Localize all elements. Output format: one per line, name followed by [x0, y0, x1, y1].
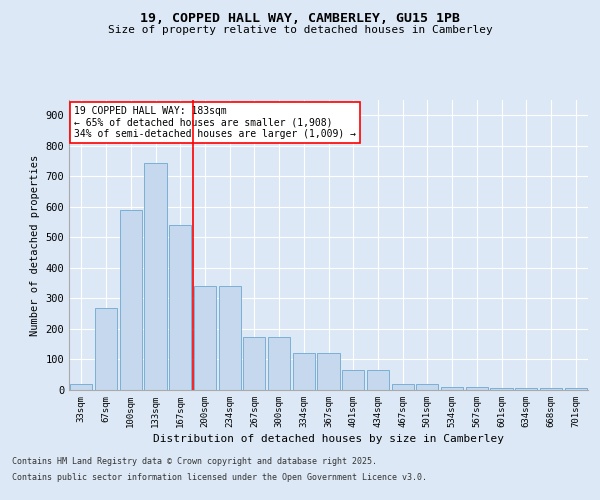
Bar — [490, 388, 512, 390]
Bar — [95, 308, 117, 390]
Bar — [392, 384, 414, 390]
Bar — [119, 210, 142, 390]
Bar — [367, 370, 389, 390]
Bar — [70, 384, 92, 390]
Bar — [243, 336, 265, 390]
Bar — [416, 384, 439, 390]
Bar — [218, 286, 241, 390]
Bar — [540, 388, 562, 390]
Bar — [565, 388, 587, 390]
Text: Size of property relative to detached houses in Camberley: Size of property relative to detached ho… — [107, 25, 493, 35]
X-axis label: Distribution of detached houses by size in Camberley: Distribution of detached houses by size … — [153, 434, 504, 444]
Bar — [317, 354, 340, 390]
Text: Contains HM Land Registry data © Crown copyright and database right 2025.: Contains HM Land Registry data © Crown c… — [12, 458, 377, 466]
Text: 19 COPPED HALL WAY: 183sqm
← 65% of detached houses are smaller (1,908)
34% of s: 19 COPPED HALL WAY: 183sqm ← 65% of deta… — [74, 106, 356, 139]
Bar — [515, 388, 538, 390]
Y-axis label: Number of detached properties: Number of detached properties — [30, 154, 40, 336]
Bar — [293, 354, 315, 390]
Text: 19, COPPED HALL WAY, CAMBERLEY, GU15 1PB: 19, COPPED HALL WAY, CAMBERLEY, GU15 1PB — [140, 12, 460, 26]
Bar — [145, 162, 167, 390]
Text: Contains public sector information licensed under the Open Government Licence v3: Contains public sector information licen… — [12, 472, 427, 482]
Bar — [169, 225, 191, 390]
Bar — [466, 387, 488, 390]
Bar — [342, 370, 364, 390]
Bar — [268, 336, 290, 390]
Bar — [441, 387, 463, 390]
Bar — [194, 286, 216, 390]
